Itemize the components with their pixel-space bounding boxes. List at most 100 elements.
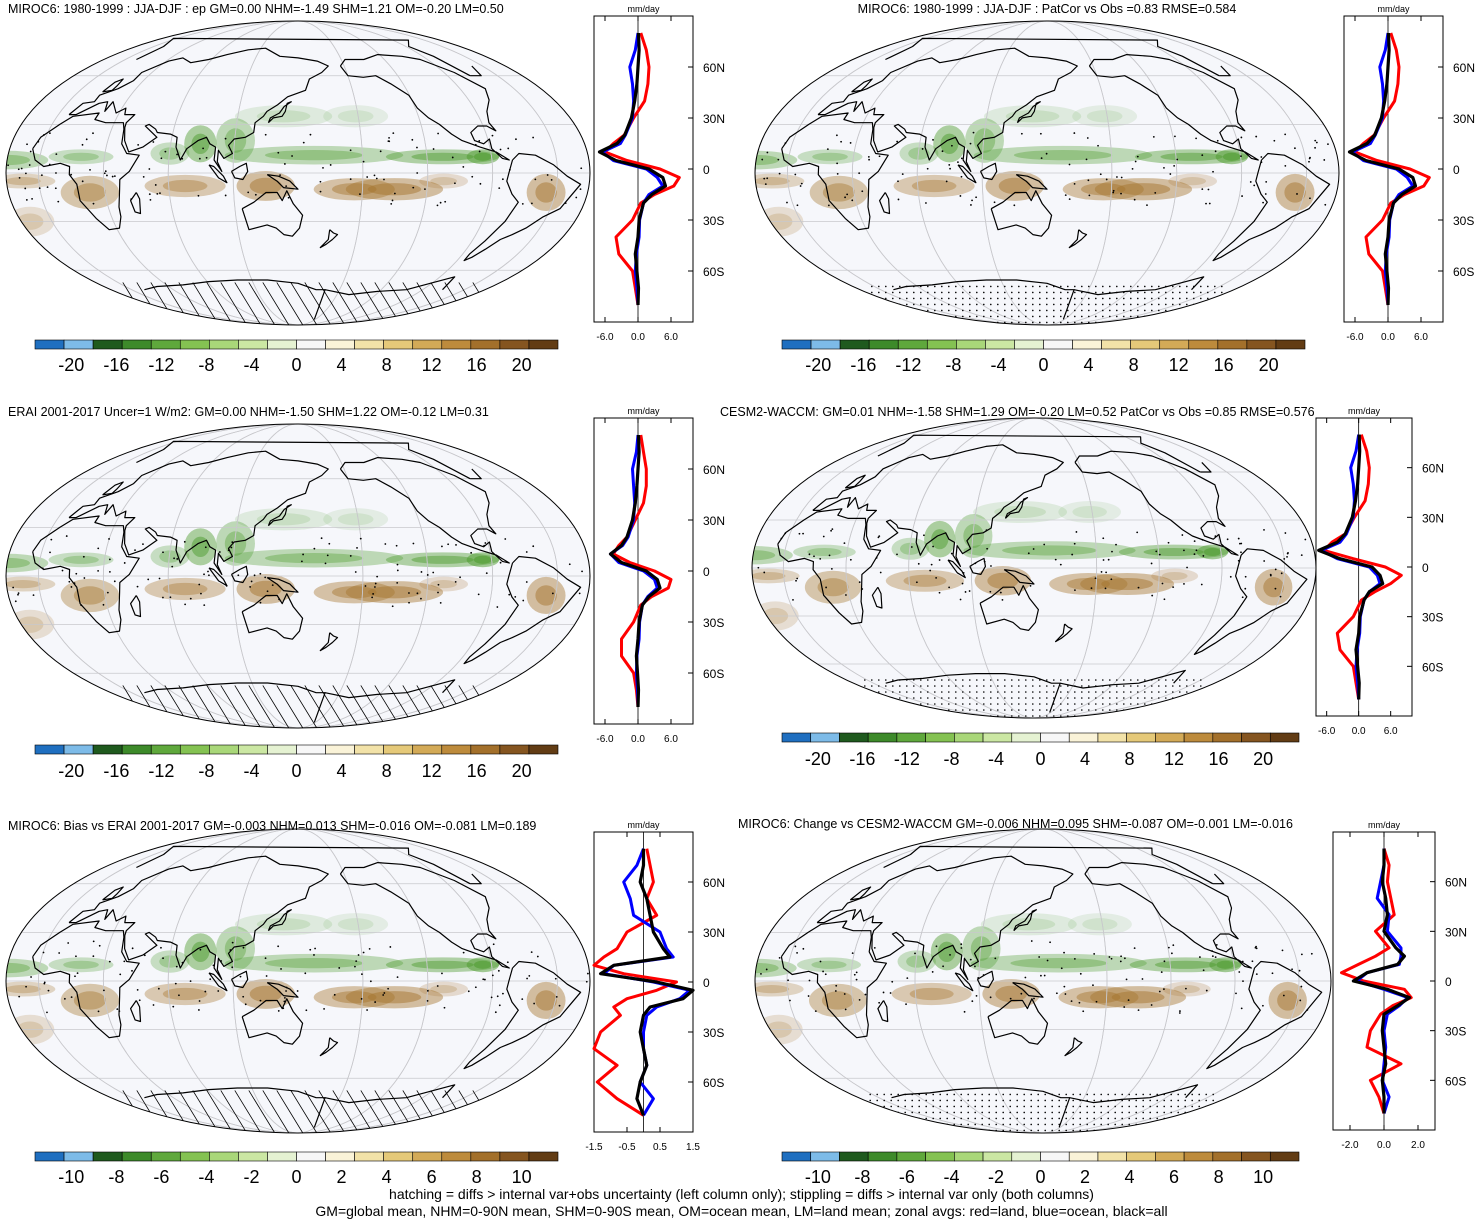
stipple-dot <box>1172 679 1174 681</box>
stipple-dot <box>878 679 880 681</box>
anomaly-region <box>809 175 869 210</box>
stipple-dot <box>1128 1129 1130 1132</box>
stipple-dot <box>932 1093 934 1096</box>
stipple-dot <box>974 1105 976 1108</box>
stipple-dot <box>1172 703 1174 705</box>
stipple-dot <box>1086 1105 1088 1108</box>
stipple-dot <box>981 1117 983 1120</box>
anomaly-core <box>191 133 210 155</box>
stipple-dot <box>941 703 943 705</box>
stipple-dot <box>1046 315 1048 318</box>
stipple-dot <box>920 285 922 288</box>
stipple-dot <box>871 315 873 318</box>
stipple-dot <box>1095 309 1097 312</box>
anomaly-core <box>1116 183 1171 196</box>
stipple-dot <box>1186 709 1188 711</box>
stipple-dot <box>981 1105 983 1108</box>
stipple-dot <box>1135 1129 1137 1132</box>
colorbar-tick-label: 8 <box>472 1167 482 1187</box>
stipple-dot <box>890 1123 892 1126</box>
colorbar-tick-label: 0 <box>291 761 301 781</box>
colorbar-swatch <box>209 339 239 350</box>
stipple-dot <box>1212 1105 1214 1108</box>
stipple-dot <box>904 1093 906 1096</box>
stipple-dot <box>1144 303 1146 306</box>
hatching <box>248 1090 276 1133</box>
stipple-dot <box>1053 685 1055 687</box>
stipple-dot <box>976 691 978 693</box>
stipple-dot <box>1046 691 1048 693</box>
stipple-dot <box>1037 1129 1039 1132</box>
stipple-dot <box>899 679 901 681</box>
stipple-dot <box>1123 715 1125 717</box>
stipple-dot <box>1032 303 1034 306</box>
stipple-dot <box>1163 1105 1165 1108</box>
colorbar-swatch <box>150 1151 181 1162</box>
stipple-dot <box>913 291 915 294</box>
anomaly-core <box>906 955 928 968</box>
colorbar-swatch <box>896 1151 926 1162</box>
stipple-dot <box>871 697 873 699</box>
stipple-dot <box>967 1129 969 1132</box>
stipple-dot <box>1088 703 1090 705</box>
colorbar-swatch <box>1101 339 1131 350</box>
stipple-dot <box>1135 1105 1137 1108</box>
stipple-dot <box>969 285 971 288</box>
stipple-dot <box>1109 697 1111 699</box>
stipple-dot <box>1200 679 1202 681</box>
stipple-dot <box>1018 709 1020 711</box>
stipple-dot <box>899 309 901 312</box>
coastline-uk <box>102 78 124 93</box>
stipple-dot <box>885 309 887 312</box>
stipple-dot <box>1193 309 1195 312</box>
stipple-dot <box>969 697 971 699</box>
stipple-dot <box>1123 697 1125 699</box>
stipple-dot <box>1081 685 1083 687</box>
anomaly-core <box>63 960 99 969</box>
colorbar-swatch <box>354 744 384 755</box>
anomaly-core <box>159 550 181 563</box>
map-border <box>754 20 1340 326</box>
stipple-dot <box>920 691 922 693</box>
stipple-dot <box>941 697 943 699</box>
coastline-madagascar <box>877 1000 889 1023</box>
stipple-dot <box>1053 285 1055 288</box>
stipple-dot <box>911 1129 913 1132</box>
stipple-dot <box>1051 1111 1053 1114</box>
stipple-dot <box>948 685 950 687</box>
stipple-dot <box>946 1099 948 1102</box>
colorbar-swatch <box>810 1151 840 1162</box>
stipple-dot <box>1200 309 1202 312</box>
coastline-europe-asia <box>68 855 329 980</box>
stipple-dot <box>939 1099 941 1102</box>
coastline-antarctica <box>885 673 1061 713</box>
stipple-dot <box>871 703 873 705</box>
stipple-dot <box>1018 703 1020 705</box>
stipple-dot <box>1172 321 1174 324</box>
anomaly-core <box>535 585 557 606</box>
stipple-dot <box>990 685 992 687</box>
coastline-south-america <box>463 960 582 1070</box>
profile-ytick-label: 60S <box>703 667 724 681</box>
stipple-dot <box>962 703 964 705</box>
colorbar-swatch <box>1043 339 1073 350</box>
anomaly-region <box>985 171 1044 201</box>
stipple-dot <box>1037 1111 1039 1114</box>
anomaly-region <box>1067 913 1132 936</box>
stipple-dot <box>1186 309 1188 312</box>
stipple-dot <box>1095 709 1097 711</box>
stipple-dot <box>1037 1123 1039 1126</box>
colorbar-swatch <box>412 1151 443 1162</box>
stipple-dot <box>904 1117 906 1120</box>
stipple-dot <box>1018 321 1020 324</box>
stipple-dot <box>927 297 929 300</box>
stipple-dot <box>1184 1129 1186 1132</box>
stipple-dot <box>927 291 929 294</box>
profile-ytick-label: 30S <box>1445 1025 1466 1039</box>
stipple-dot <box>1179 703 1181 705</box>
profile-unit-label: mm/day <box>1368 820 1401 830</box>
stipple-dot <box>876 1093 878 1096</box>
anomaly-region <box>313 178 395 201</box>
anomaly-region <box>1080 573 1175 595</box>
